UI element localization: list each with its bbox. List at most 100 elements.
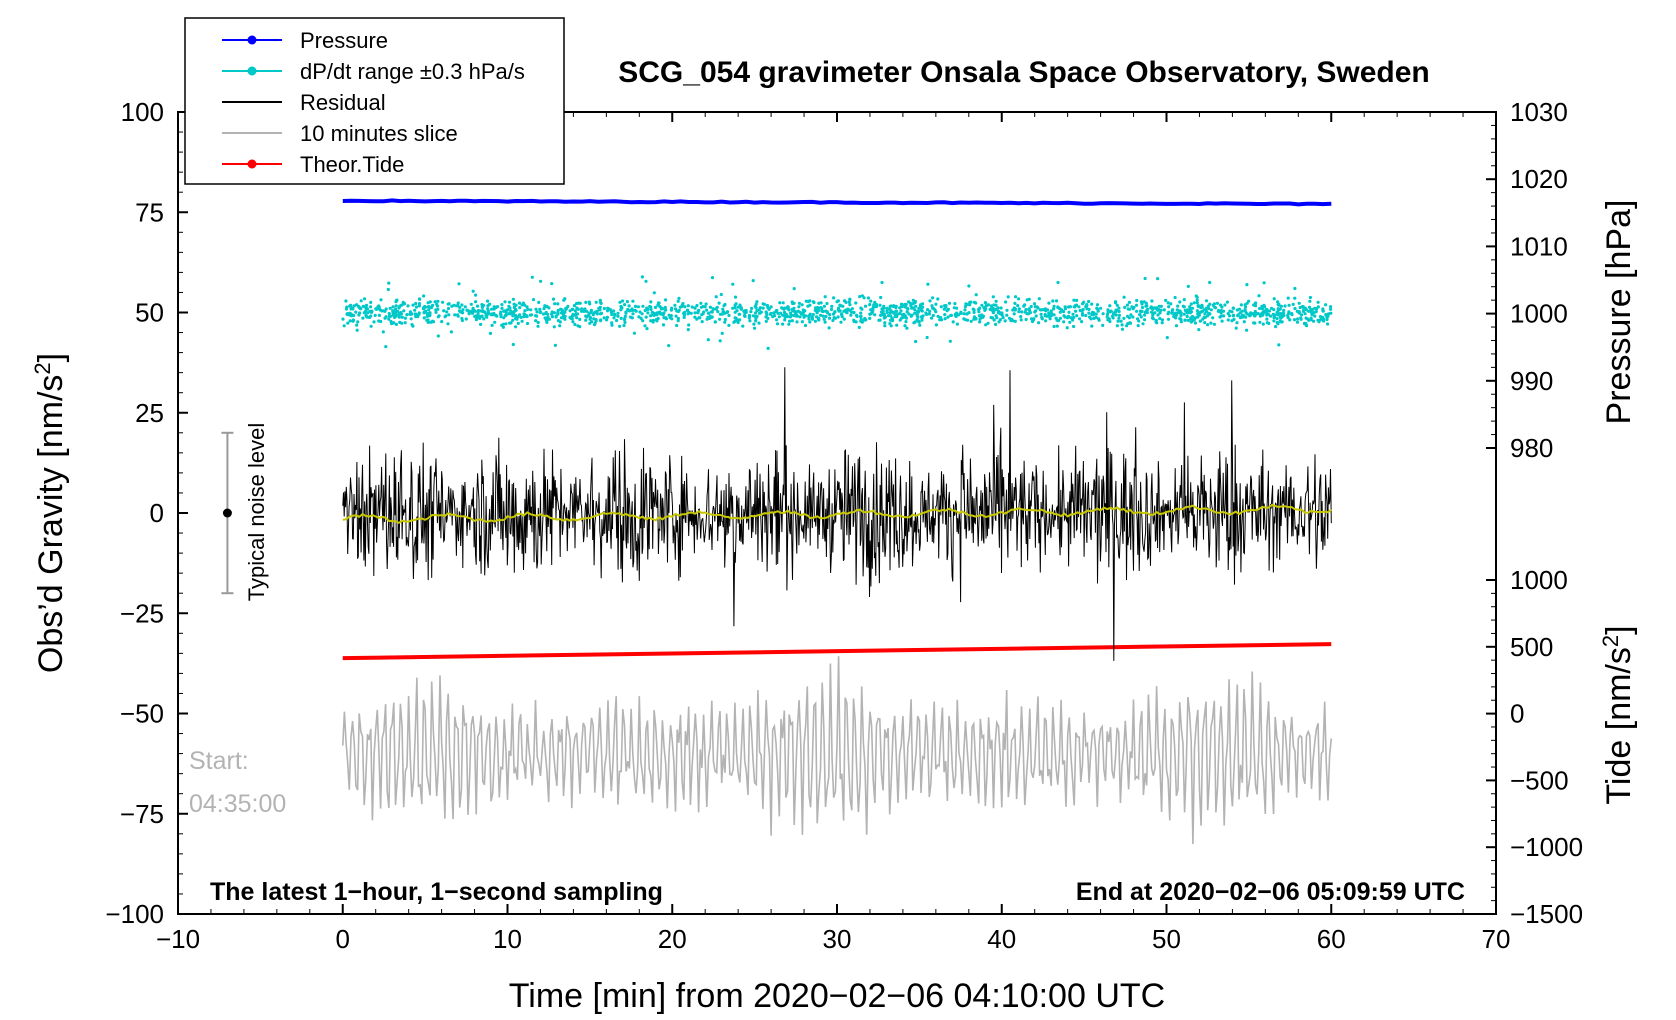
dpdt-point bbox=[1144, 301, 1148, 305]
sampling-note: The latest 1−hour, 1−second sampling bbox=[210, 878, 663, 906]
dpdt-point bbox=[744, 308, 748, 313]
dpdt-point bbox=[1287, 303, 1291, 307]
dpdt-point bbox=[962, 312, 966, 316]
dpdt-point bbox=[391, 313, 395, 317]
dpdt-point bbox=[355, 328, 359, 332]
dpdt-point bbox=[534, 307, 538, 311]
dpdt-point bbox=[1139, 315, 1143, 319]
dpdt-point bbox=[772, 311, 776, 315]
dpdt-point bbox=[1043, 314, 1047, 318]
dpdt-point bbox=[948, 339, 952, 343]
dpdt-point bbox=[511, 297, 515, 301]
dpdt-point bbox=[486, 299, 490, 303]
legend-label: Theor.Tide bbox=[300, 152, 404, 177]
dpdt-point bbox=[366, 311, 370, 315]
dpdt-point bbox=[1164, 298, 1168, 302]
dpdt-point bbox=[1219, 303, 1223, 307]
dpdt-point bbox=[502, 316, 506, 320]
dpdt-point bbox=[361, 316, 365, 320]
dpdt-point bbox=[823, 320, 827, 324]
dpdt-point bbox=[1027, 297, 1031, 301]
dpdt-point bbox=[1040, 317, 1044, 321]
dpdt-point bbox=[807, 317, 811, 321]
dpdt-point bbox=[797, 305, 801, 309]
dpdt-point bbox=[736, 305, 741, 309]
dpdt-point bbox=[930, 316, 934, 320]
dpdt-point bbox=[573, 309, 578, 313]
dpdt-point bbox=[1183, 318, 1187, 322]
dpdt-point bbox=[417, 297, 422, 301]
dpdt-point bbox=[507, 300, 512, 304]
dpdt-point bbox=[925, 335, 929, 340]
dpdt-point bbox=[1127, 300, 1131, 304]
dpdt-point bbox=[795, 320, 799, 324]
dpdt-point bbox=[534, 314, 538, 318]
dpdt-point bbox=[882, 316, 886, 320]
dpdt-point bbox=[648, 304, 652, 309]
dpdt-point bbox=[1276, 322, 1280, 326]
dpdt-point bbox=[427, 308, 431, 312]
dpdt-point bbox=[731, 282, 735, 286]
residual-smoothed-series bbox=[342, 503, 1332, 525]
dpdt-point bbox=[1243, 308, 1247, 312]
dpdt-point bbox=[1066, 314, 1071, 318]
dpdt-point bbox=[676, 299, 680, 303]
dpdt-point bbox=[757, 321, 761, 325]
dpdt-point bbox=[357, 305, 361, 310]
dpdt-point bbox=[598, 305, 602, 309]
dpdt-point bbox=[885, 310, 889, 314]
dpdt-point bbox=[1189, 320, 1193, 324]
dpdt-point bbox=[434, 310, 438, 314]
dpdt-point bbox=[482, 317, 486, 321]
dpdt-point bbox=[570, 314, 574, 318]
dpdt-point bbox=[668, 316, 672, 320]
dpdt-point bbox=[962, 317, 966, 321]
dpdt-point bbox=[870, 310, 875, 314]
dpdt-point bbox=[356, 320, 360, 324]
dpdt-point bbox=[506, 308, 510, 312]
dpdt-point bbox=[847, 300, 851, 304]
dpdt-point bbox=[706, 338, 710, 342]
dpdt-point bbox=[492, 307, 496, 311]
dpdt-point bbox=[989, 304, 994, 308]
dpdt-point bbox=[1253, 321, 1257, 325]
dpdt-point bbox=[1311, 319, 1316, 323]
dpdt-point bbox=[422, 294, 426, 298]
dpdt-point bbox=[994, 314, 998, 318]
dpdt-point bbox=[766, 346, 770, 350]
dpdt-point bbox=[1059, 308, 1064, 312]
dpdt-point bbox=[471, 308, 475, 312]
dpdt-point bbox=[977, 310, 981, 314]
dpdt-point bbox=[1172, 314, 1176, 319]
legend-swatch-dot bbox=[247, 159, 257, 169]
dpdt-point bbox=[860, 294, 865, 298]
dpdt-point bbox=[1029, 304, 1033, 309]
dpdt-point bbox=[739, 305, 743, 309]
dpdt-point bbox=[531, 298, 536, 302]
dpdt-point bbox=[1138, 312, 1142, 316]
dpdt-point bbox=[452, 303, 456, 307]
dpdt-point bbox=[644, 279, 648, 283]
dpdt-point bbox=[1226, 318, 1230, 322]
dpdt-point bbox=[1208, 312, 1212, 316]
dpdt-point bbox=[1122, 316, 1126, 320]
dpdt-point bbox=[523, 309, 527, 313]
dpdt-point bbox=[659, 306, 663, 310]
dpdt-point bbox=[587, 313, 591, 317]
dpdt-point bbox=[906, 307, 910, 311]
dpdt-point bbox=[643, 324, 647, 328]
dpdt-point bbox=[1308, 299, 1312, 303]
dpdt-point bbox=[1286, 316, 1290, 320]
dpdt-point bbox=[545, 317, 550, 322]
dpdt-point bbox=[951, 320, 955, 324]
dpdt-point bbox=[819, 301, 823, 305]
dpdt-point bbox=[509, 321, 513, 325]
dpdt-point bbox=[476, 310, 480, 314]
left-tick-label: 50 bbox=[135, 298, 164, 328]
dpdt-point bbox=[1019, 315, 1023, 319]
dpdt-point bbox=[1130, 305, 1134, 309]
dpdt-point bbox=[882, 306, 886, 310]
dpdt-point bbox=[751, 314, 756, 318]
dpdt-point bbox=[365, 307, 369, 311]
dpdt-point bbox=[938, 316, 942, 320]
